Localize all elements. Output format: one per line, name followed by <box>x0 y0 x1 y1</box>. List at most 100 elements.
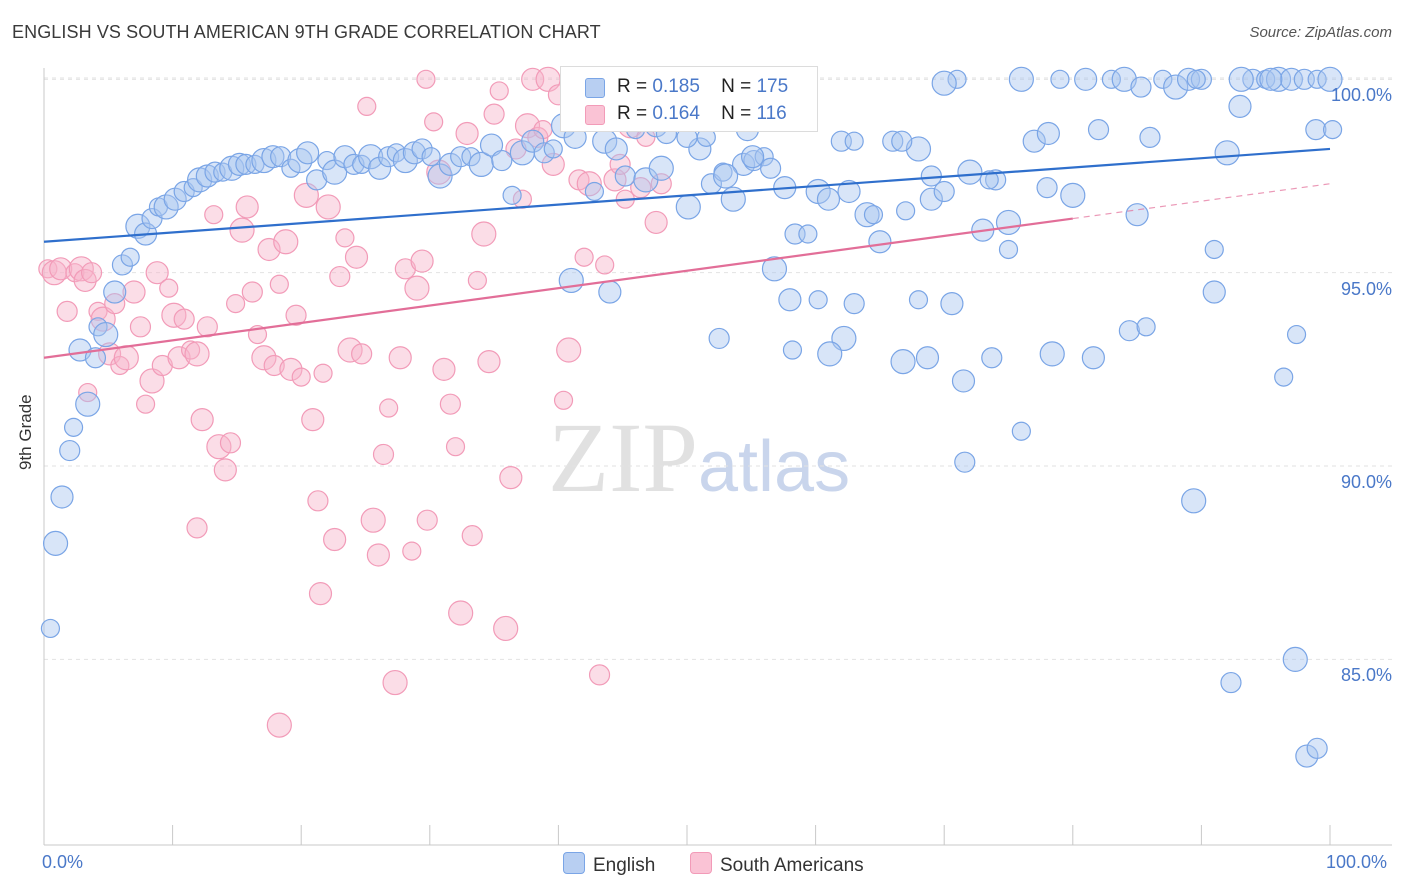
legend-label: South Americans <box>720 855 864 876</box>
south-americans-point <box>190 408 214 432</box>
english-point <box>920 165 942 187</box>
y-axis-label: 9th Grade <box>16 394 35 470</box>
english-point <box>59 439 81 462</box>
y-tick-label: 85.0% <box>1340 665 1392 686</box>
english-point <box>954 451 976 473</box>
south-americans-point <box>273 229 299 255</box>
english-point <box>502 185 522 205</box>
english-point <box>905 136 932 162</box>
south-americans-point <box>329 265 351 288</box>
english-point <box>479 133 504 157</box>
south-americans-point <box>291 367 311 387</box>
south-americans-point <box>65 263 85 283</box>
english-point <box>843 293 865 315</box>
english-point <box>368 156 392 180</box>
english-point <box>882 130 904 152</box>
stats-text: R = 0.185 N = 175 <box>617 76 788 98</box>
english-point <box>1202 280 1226 304</box>
english-point <box>75 391 101 417</box>
x-tick-label-min: 0.0% <box>42 852 84 872</box>
south-americans-point <box>445 437 466 457</box>
south-americans-point <box>159 278 179 298</box>
south-americans-point <box>206 434 232 460</box>
english-point <box>808 290 828 310</box>
south-americans-point <box>122 280 146 304</box>
south-americans-point <box>241 281 263 303</box>
english-point <box>543 139 563 159</box>
english-point <box>1036 177 1058 199</box>
english-point <box>42 530 69 556</box>
south-americans-point <box>184 341 210 367</box>
south-americans-trend-line <box>43 217 1073 359</box>
english-point <box>1220 671 1242 694</box>
english-point <box>761 256 788 282</box>
english-point <box>1060 182 1086 208</box>
south-americans-point <box>351 343 373 365</box>
south-americans-point <box>541 152 565 177</box>
english-point <box>1008 66 1034 92</box>
english-point <box>1081 346 1105 370</box>
south-americans-point <box>344 245 369 269</box>
south-americans-point <box>135 394 156 414</box>
legend-item-south-americans[interactable]: South Americans <box>690 852 864 877</box>
stats-box: R = 0.185 N = 175 R = 0.164 N = 116 <box>560 66 818 132</box>
english-point <box>1306 737 1328 759</box>
english-point <box>227 152 252 177</box>
english-point <box>995 209 1022 236</box>
south-americans-point <box>251 345 277 371</box>
south-americans-point <box>196 316 218 338</box>
south-americans-point <box>366 543 390 567</box>
south-americans-point <box>129 316 152 338</box>
south-americans-point <box>151 354 173 377</box>
english-point <box>979 170 999 190</box>
stats-text: R = 0.164 N = 116 <box>617 103 787 125</box>
english-point <box>558 267 584 294</box>
south-americans-point <box>335 228 355 248</box>
south-americans-point <box>145 261 169 285</box>
english-point <box>261 145 285 169</box>
south-americans-point <box>181 340 201 360</box>
english-point <box>296 141 320 165</box>
south-americans-point <box>323 527 347 552</box>
english-point <box>1286 324 1307 345</box>
south-americans-point <box>161 302 187 328</box>
south-americans-point <box>263 354 285 377</box>
south-americans-point <box>204 205 224 225</box>
south-americans-point <box>213 458 237 482</box>
english-point <box>708 327 730 350</box>
south-americans-point <box>432 357 456 381</box>
y-tick-label: 95.0% <box>1340 278 1392 299</box>
south-americans-point <box>301 408 325 432</box>
south-americans-point <box>483 103 505 125</box>
english-point <box>251 147 277 174</box>
english-point <box>468 151 494 178</box>
south-americans-point <box>313 363 333 383</box>
english-point <box>103 280 127 304</box>
south-americans-point <box>269 274 289 294</box>
english-point <box>1039 341 1065 367</box>
south-americans-point <box>307 490 329 512</box>
south-americans-point <box>372 443 395 466</box>
south-americans-swatch <box>690 852 712 874</box>
south-americans-point <box>595 255 615 275</box>
english-point <box>778 288 802 312</box>
english-point <box>1259 67 1283 91</box>
english-point <box>1265 66 1292 92</box>
south-americans-point <box>56 300 78 322</box>
x-tick-label-max: 100.0% <box>1326 852 1388 872</box>
south-americans-point <box>315 194 341 220</box>
english-point <box>1295 744 1319 768</box>
english-point <box>1118 320 1140 342</box>
english-point <box>1022 129 1046 153</box>
legend-item-english[interactable]: English <box>563 852 655 877</box>
english-point <box>1190 68 1213 90</box>
english-point <box>891 130 913 152</box>
south-americans-point <box>337 337 363 363</box>
source-label: Source: ZipAtlas.com <box>1249 24 1392 41</box>
english-point <box>1305 119 1327 141</box>
english-point <box>998 239 1019 260</box>
english-point <box>1036 121 1060 146</box>
south-americans-point <box>493 615 519 642</box>
south-americans-point <box>455 121 479 146</box>
south-americans-point <box>308 582 333 606</box>
